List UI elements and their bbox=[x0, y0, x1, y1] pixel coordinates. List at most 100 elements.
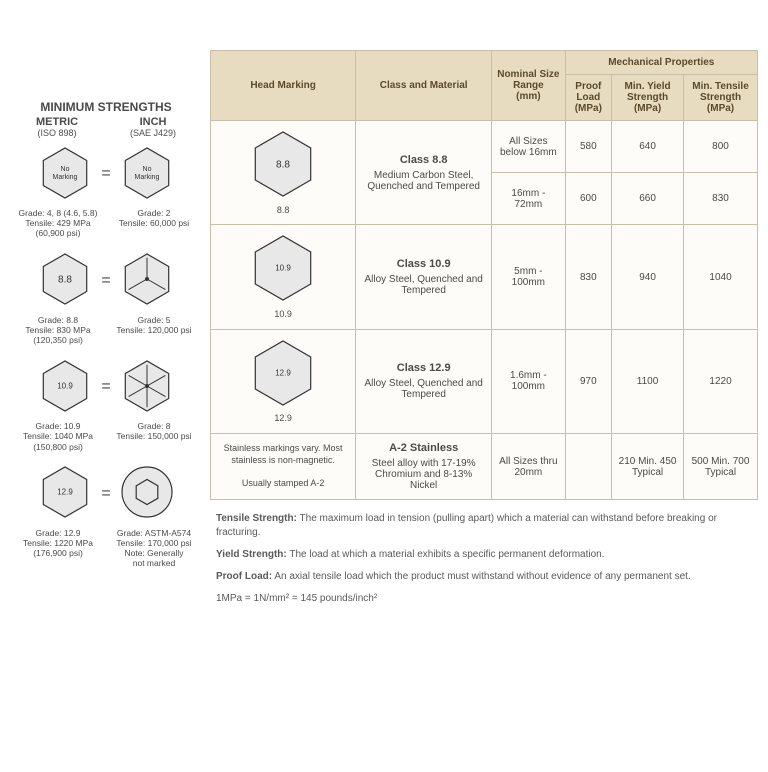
inch-sub: (SAE J429) bbox=[130, 128, 176, 138]
size-range-cell: 16mm - 72mm bbox=[492, 173, 565, 225]
svg-text:10.9: 10.9 bbox=[275, 264, 291, 273]
strength-table: Head Marking Class and Material Nominal … bbox=[210, 50, 758, 500]
size-range-cell: 1.6mm - 100mm bbox=[492, 329, 565, 433]
comparison-row: 12.9 = bbox=[10, 464, 202, 524]
left-comparison-column: MINIMUM STRENGTHS METRIC (ISO 898) INCH … bbox=[10, 50, 210, 626]
comparison-row: NoMarking=NoMarking bbox=[10, 144, 202, 204]
head-marking-cell: 10.9 10.9 bbox=[211, 225, 356, 329]
metric-grade-text: Grade: 4, 8 (4.6, 5.8)Tensile: 429 MPa(6… bbox=[18, 208, 98, 239]
metric-grade-text: Grade: 10.9Tensile: 1040 MPa(150,800 psi… bbox=[18, 421, 98, 452]
table-row: 10.9 10.9 Class 10.9 Alloy Steel, Quenched … bbox=[211, 225, 758, 329]
metric-grade-text: Grade: 8.8Tensile: 830 MPa(120,350 psi) bbox=[18, 315, 98, 346]
svg-text:No: No bbox=[61, 166, 70, 173]
svg-text:8.8: 8.8 bbox=[276, 159, 290, 170]
metric-hexagon-icon: 8.8 bbox=[37, 251, 93, 310]
class-name: A-2 Stainless bbox=[362, 442, 485, 454]
th-proof: Proof Load(MPa) bbox=[565, 75, 611, 121]
metric-sub: (ISO 898) bbox=[36, 128, 78, 138]
material-text: Medium Carbon Steel, Quenched and Temper… bbox=[367, 170, 480, 192]
comparison-labels: Grade: 4, 8 (4.6, 5.8)Tensile: 429 MPa(6… bbox=[10, 208, 202, 239]
class-name: Class 10.9 bbox=[362, 258, 485, 270]
inch-grade-text: Grade: 8Tensile: 150,000 psi bbox=[114, 421, 194, 452]
metric-grade-text: Grade: 12.9Tensile: 1220 MPa(176,900 psi… bbox=[18, 528, 98, 569]
th-tensile: Min. Tensile Strength(MPa) bbox=[684, 75, 758, 121]
class-material-cell: A-2 Stainless Steel alloy with 17-19% Chr… bbox=[356, 434, 492, 500]
tensile-cell: 830 bbox=[684, 173, 758, 225]
definitions: Tensile Strength: The maximum load in te… bbox=[210, 500, 758, 626]
hexagon-icon: 8.8 bbox=[217, 129, 349, 203]
hexagon-icon: 12.9 bbox=[217, 338, 349, 412]
def-unit-conv: 1MPa = 1N/mm² = 145 pounds/inch² bbox=[216, 592, 752, 606]
def-yield-label: Yield Strength: bbox=[216, 549, 287, 560]
inch-hexagon-icon bbox=[119, 358, 175, 417]
class-name: Class 8.8 bbox=[362, 154, 485, 166]
comparison-row: 10.9 = bbox=[10, 357, 202, 417]
svg-text:No: No bbox=[142, 166, 151, 173]
def-proof-label: Proof Load: bbox=[216, 571, 272, 582]
def-yield-text: The load at which a material exhibits a … bbox=[287, 549, 605, 560]
svg-text:12.9: 12.9 bbox=[58, 488, 74, 497]
th-mech-group: Mechanical Properties bbox=[565, 51, 757, 75]
comparison-labels: Grade: 8.8Tensile: 830 MPa(120,350 psi) G… bbox=[10, 315, 202, 346]
proof-load-cell: 830 bbox=[565, 225, 611, 329]
svg-text:10.9: 10.9 bbox=[58, 381, 74, 390]
size-range-cell: All Sizes thru 20mm bbox=[492, 434, 565, 500]
marking-caption: 8.8 bbox=[217, 205, 349, 217]
inch-hexagon-icon: NoMarking bbox=[119, 145, 175, 204]
material-text: Steel alloy with 17-19% Chromium and 8-1… bbox=[372, 458, 476, 491]
svg-text:Marking: Marking bbox=[134, 174, 159, 181]
tensile-cell: 500 Min. 700 Typical bbox=[684, 434, 758, 500]
system-labels-row: METRIC (ISO 898) INCH (SAE J429) bbox=[10, 116, 202, 138]
metric-label: METRIC bbox=[36, 116, 78, 128]
inch-grade-text: Grade: ASTM-A574Tensile: 170,000 psiNote… bbox=[114, 528, 194, 569]
head-marking-cell: 12.9 12.9 bbox=[211, 329, 356, 433]
inch-grade-text: Grade: 5Tensile: 120,000 psi bbox=[114, 315, 194, 346]
class-material-cell: Class 12.9 Alloy Steel, Quenched and Temp… bbox=[356, 329, 492, 433]
svg-text:12.9: 12.9 bbox=[275, 368, 291, 377]
head-marking-cell: Stainless markings vary. Most stainless … bbox=[211, 434, 356, 500]
th-yield: Min. Yield Strength(MPa) bbox=[612, 75, 684, 121]
hexagon-icon: 10.9 bbox=[217, 233, 349, 307]
head-marking-cell: 8.8 8.8 bbox=[211, 121, 356, 225]
comparison-row: 8.8= bbox=[10, 251, 202, 311]
def-proof-text: An axial tensile load which the product … bbox=[272, 571, 691, 582]
table-row: 8.88.8Class 8.8Medium Carbon Steel, Quen… bbox=[211, 121, 758, 173]
equals-sign: = bbox=[101, 144, 110, 204]
min-strengths-title: MINIMUM STRENGTHS bbox=[10, 100, 202, 114]
yield-cell: 660 bbox=[612, 173, 684, 225]
th-class-material: Class and Material bbox=[356, 51, 492, 121]
metric-hexagon-icon: 10.9 bbox=[37, 358, 93, 417]
class-name: Class 12.9 bbox=[362, 362, 485, 374]
inch-label: INCH bbox=[130, 116, 176, 128]
equals-sign: = bbox=[101, 464, 110, 524]
size-range-cell: 5mm - 100mm bbox=[492, 225, 565, 329]
material-text: Alloy Steel, Quenched and Tempered bbox=[364, 274, 482, 296]
class-material-cell: Class 10.9 Alloy Steel, Quenched and Temp… bbox=[356, 225, 492, 329]
svg-text:Marking: Marking bbox=[53, 174, 78, 181]
proof-load-cell: 970 bbox=[565, 329, 611, 433]
yield-cell: 1100 bbox=[612, 329, 684, 433]
table-row: 12.9 12.9 Class 12.9 Alloy Steel, Quenched … bbox=[211, 329, 758, 433]
table-row: Stainless markings vary. Most stainless … bbox=[211, 434, 758, 500]
marking-caption: 12.9 bbox=[217, 413, 349, 425]
metric-hexagon-icon: NoMarking bbox=[37, 145, 93, 204]
th-nominal: Nominal Size Range (mm) bbox=[492, 51, 565, 121]
tensile-cell: 1220 bbox=[684, 329, 758, 433]
comparison-labels: Grade: 10.9Tensile: 1040 MPa(150,800 psi… bbox=[10, 421, 202, 452]
inch-grade-text: Grade: 2Tensile: 60,000 psi bbox=[114, 208, 194, 239]
inch-hexagon-icon bbox=[119, 251, 175, 310]
marking-caption: 10.9 bbox=[217, 309, 349, 321]
main-content-column: Head Marking Class and Material Nominal … bbox=[210, 50, 758, 626]
equals-sign: = bbox=[101, 357, 110, 417]
def-tensile-label: Tensile Strength: bbox=[216, 513, 297, 524]
metric-hexagon-icon: 12.9 bbox=[37, 464, 93, 523]
comparison-labels: Grade: 12.9Tensile: 1220 MPa(176,900 psi… bbox=[10, 528, 202, 569]
yield-cell: 940 bbox=[612, 225, 684, 329]
material-text: Alloy Steel, Quenched and Tempered bbox=[364, 378, 482, 400]
yield-cell: 640 bbox=[612, 121, 684, 173]
equals-sign: = bbox=[101, 251, 110, 311]
proof-load-cell bbox=[565, 434, 611, 500]
yield-cell: 210 Min. 450 Typical bbox=[612, 434, 684, 500]
tensile-cell: 1040 bbox=[684, 225, 758, 329]
tensile-cell: 800 bbox=[684, 121, 758, 173]
